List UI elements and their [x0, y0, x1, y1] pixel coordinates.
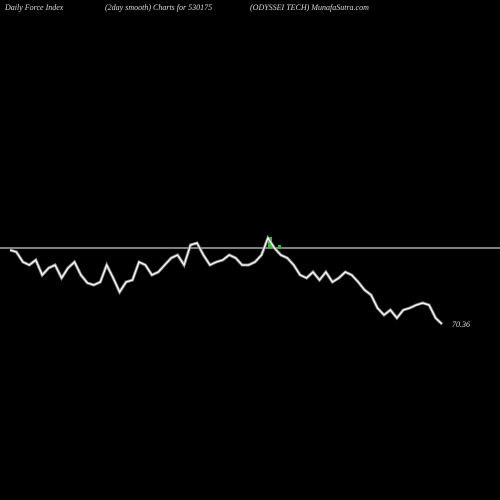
- volume-spike: [278, 245, 281, 248]
- line-shadow: [9, 234, 444, 326]
- line: [9, 236, 443, 325]
- chart-title: Daily Force Index: [4, 3, 64, 12]
- last-value-label: 70.36: [452, 320, 470, 329]
- chart-source: (ODYSSEI TECH) MunafaSutra.com: [250, 3, 369, 12]
- chart-subtitle: (2day smooth) Charts for 530175: [105, 3, 212, 12]
